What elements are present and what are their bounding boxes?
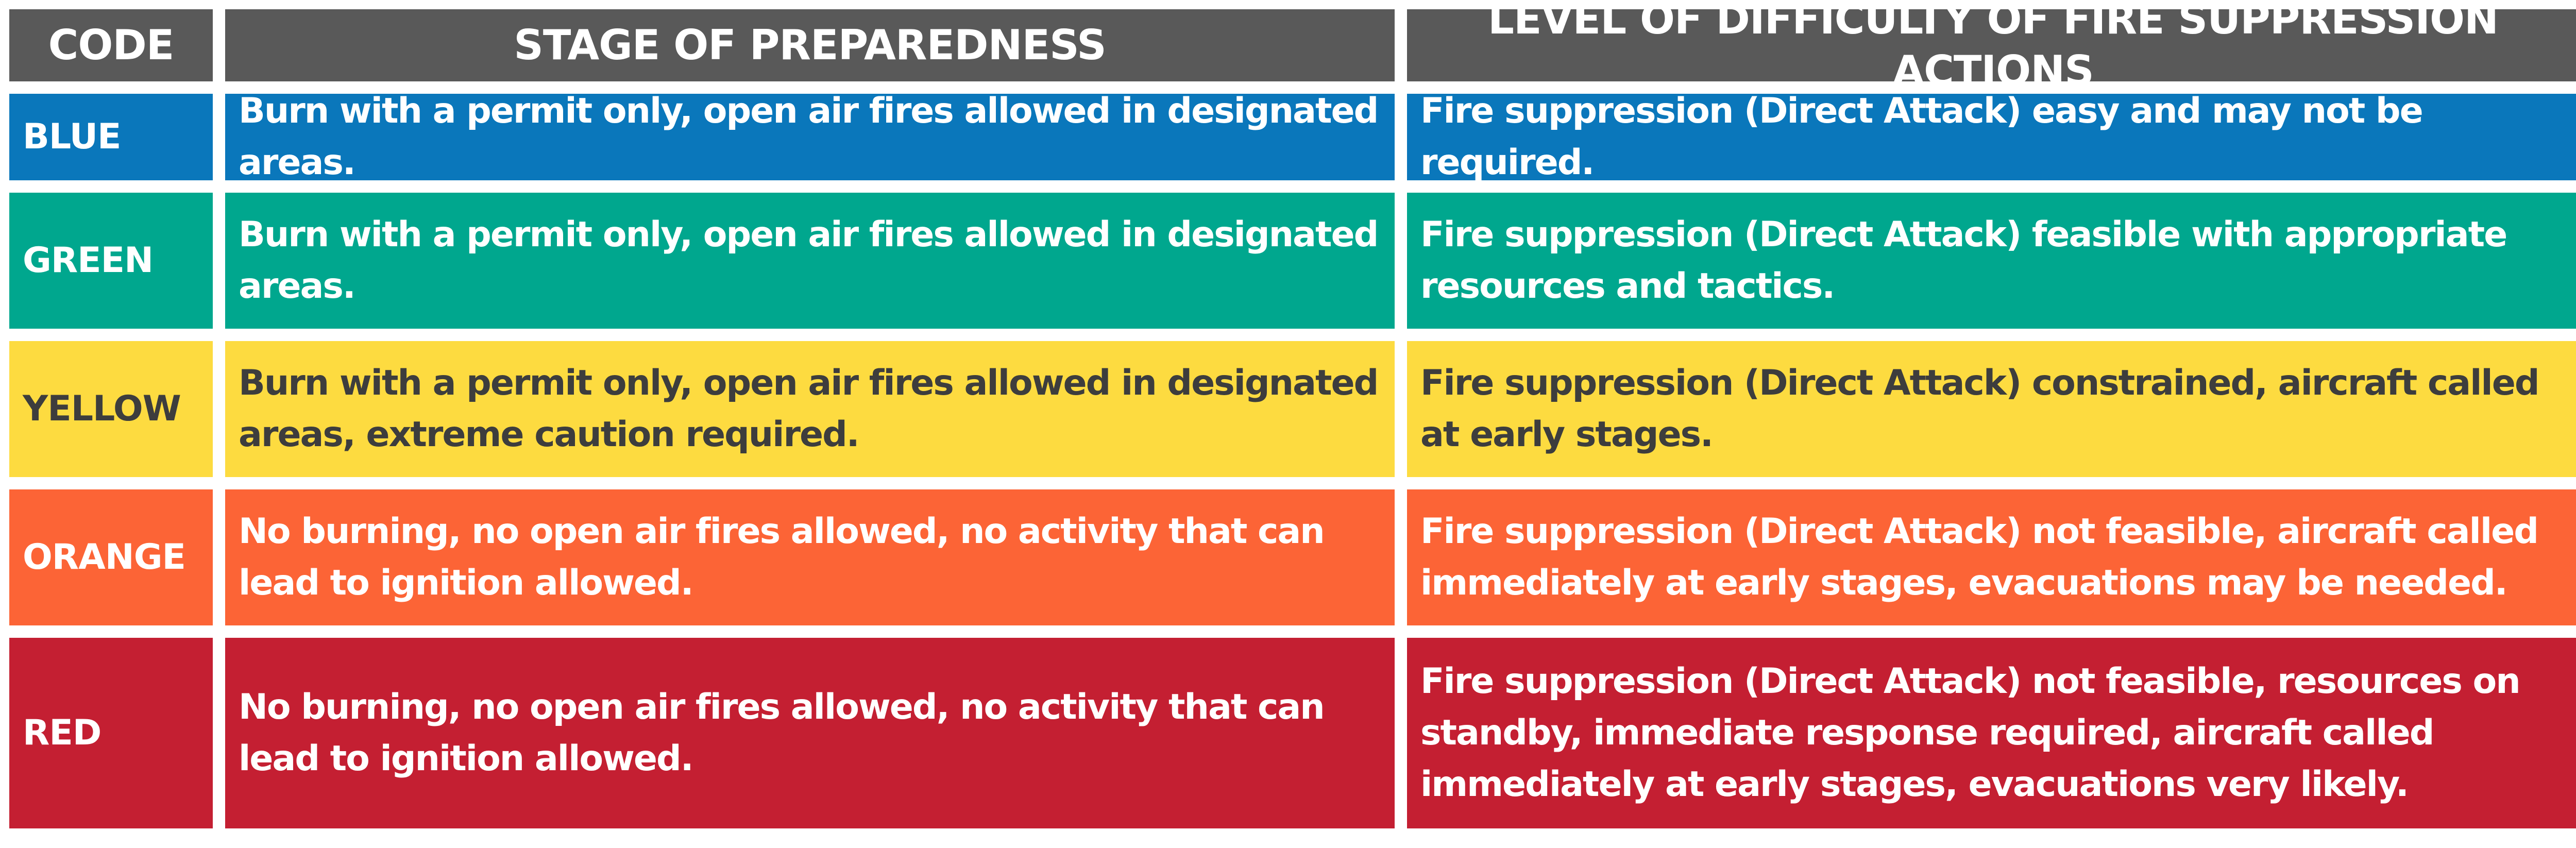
code-cell-yellow: YELLOW <box>9 341 213 477</box>
difficulty-cell-red: Fire suppression (Direct Attack) not fea… <box>1407 638 2576 828</box>
stage-cell-blue: Burn with a permit only, open air fires … <box>225 94 1395 180</box>
difficulty-cell-yellow: Fire suppression (Direct Attack) constra… <box>1407 341 2576 477</box>
header-stage-of-preparedness: STAGE OF PREPAREDNESS <box>225 9 1395 81</box>
code-cell-green: GREEN <box>9 193 213 329</box>
code-cell-orange: ORANGE <box>9 489 213 625</box>
difficulty-cell-green: Fire suppression (Direct Attack) feasibl… <box>1407 193 2576 329</box>
stage-cell-orange: No burning, no open air fires allowed, n… <box>225 489 1395 625</box>
stage-cell-yellow: Burn with a permit only, open air fires … <box>225 341 1395 477</box>
header-level-of-difficulty: LEVEL OF DIFFICULTY OF FIRE SUPPRESSION … <box>1407 9 2576 81</box>
code-cell-blue: BLUE <box>9 94 213 180</box>
difficulty-cell-blue: Fire suppression (Direct Attack) easy an… <box>1407 94 2576 180</box>
difficulty-cell-orange: Fire suppression (Direct Attack) not fea… <box>1407 489 2576 625</box>
stage-cell-green: Burn with a permit only, open air fires … <box>225 193 1395 329</box>
header-code: CODE <box>9 9 213 81</box>
stage-cell-red: No burning, no open air fires allowed, n… <box>225 638 1395 828</box>
code-cell-red: RED <box>9 638 213 828</box>
fire-danger-table: CODE STAGE OF PREPAREDNESS LEVEL OF DIFF… <box>9 9 2576 828</box>
